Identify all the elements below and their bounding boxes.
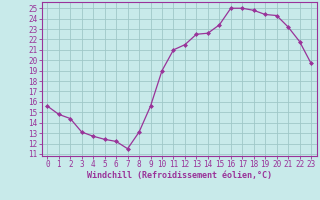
X-axis label: Windchill (Refroidissement éolien,°C): Windchill (Refroidissement éolien,°C) (87, 171, 272, 180)
